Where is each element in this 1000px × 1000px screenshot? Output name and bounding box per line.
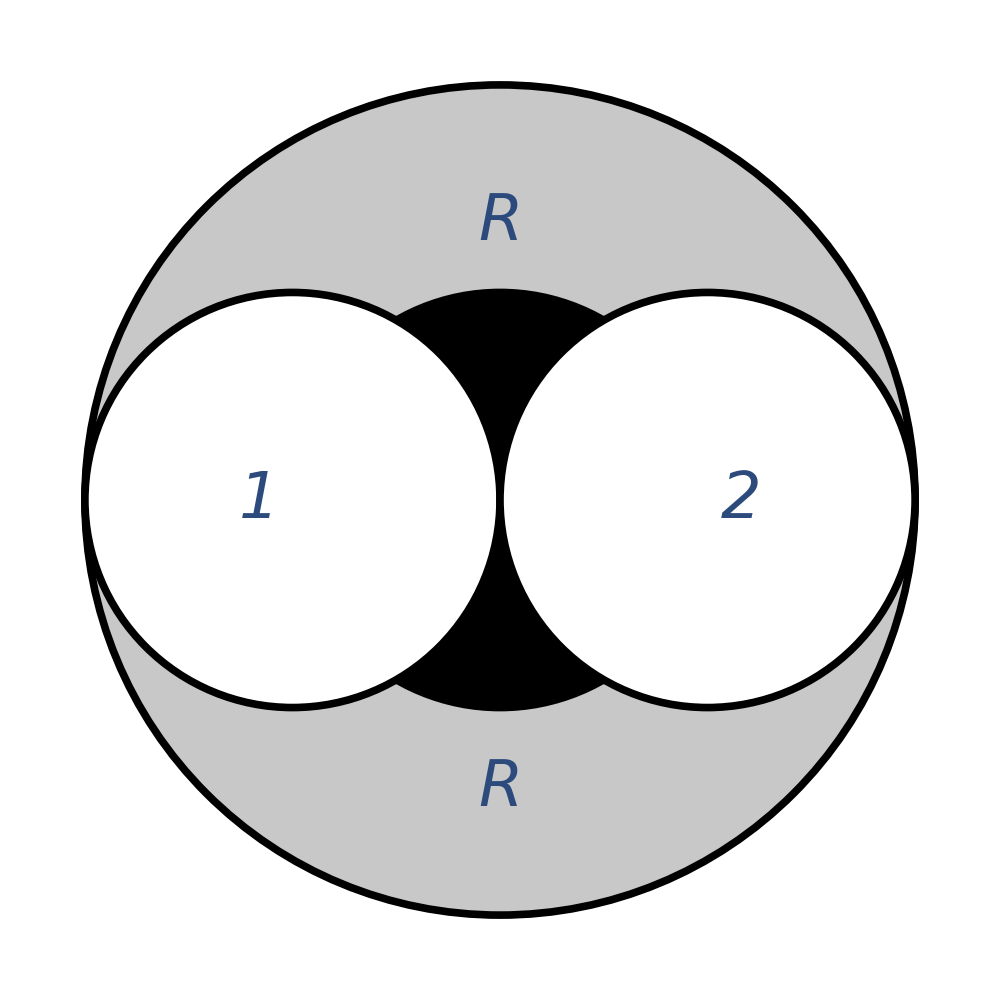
Text: 1: 1 <box>239 469 280 531</box>
Circle shape <box>85 85 915 915</box>
Circle shape <box>500 292 915 708</box>
Text: R: R <box>478 757 522 819</box>
Text: 2: 2 <box>720 469 761 531</box>
Text: R: R <box>478 191 522 253</box>
Circle shape <box>292 292 708 708</box>
Circle shape <box>85 292 500 708</box>
